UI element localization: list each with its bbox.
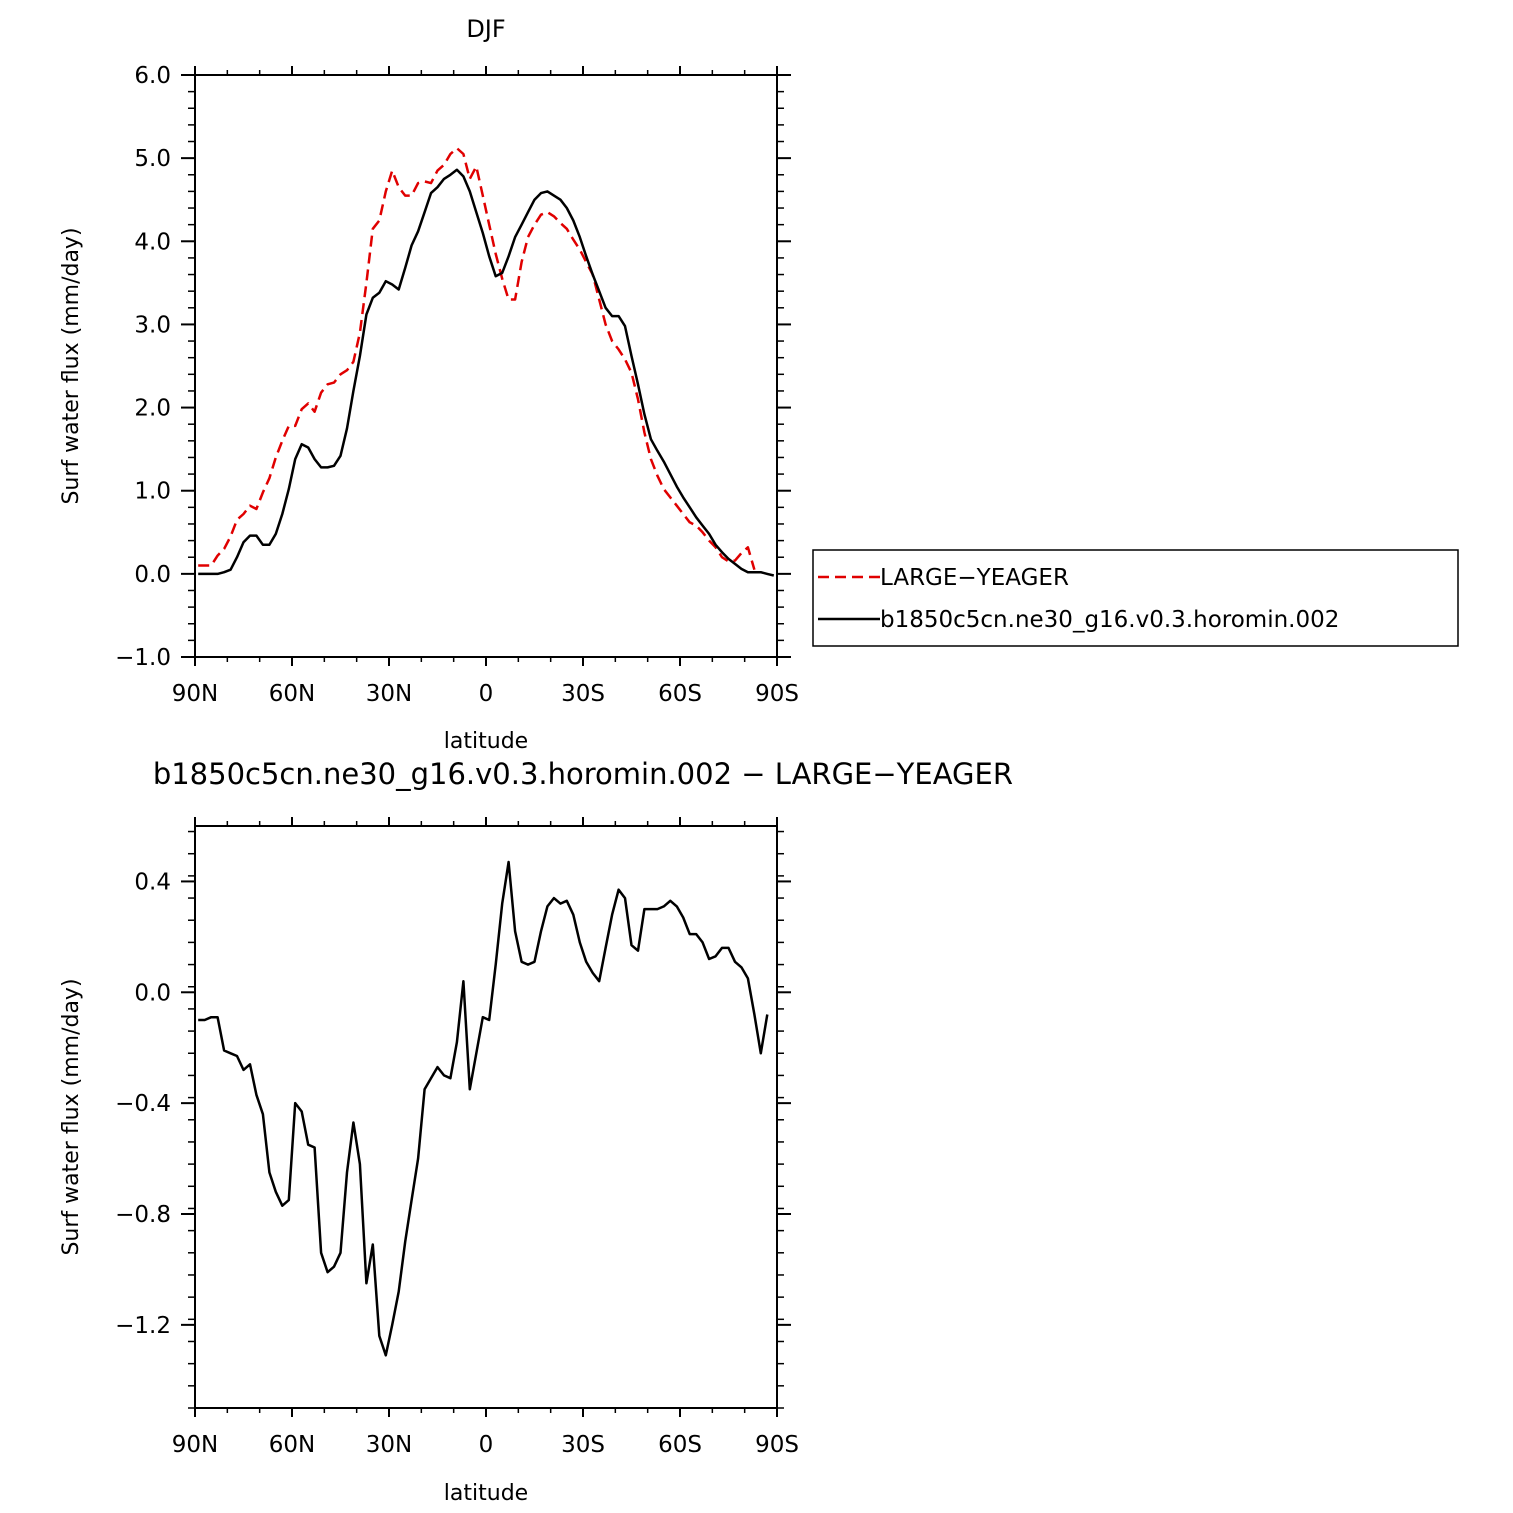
- bottom-x-tick-label: 60N: [269, 1432, 315, 1458]
- top-y-tick-label: 5.0: [134, 146, 171, 172]
- legend-label-large-yeager: LARGE−YEAGER: [880, 565, 1069, 591]
- top-x-tick-label: 90N: [172, 681, 218, 707]
- legend-frame: [812, 549, 1459, 647]
- top-x-tick-label: 0: [479, 681, 494, 707]
- top-chart-panel: DJF 90N 60N 30N 0 30S 60S 90S −1.0 0.0 1.0 2.0 3.0…: [59, 15, 799, 754]
- bottom-series-line-0: [198, 860, 769, 1357]
- bottom-chart-series: [198, 860, 769, 1357]
- top-x-tick-label: 60N: [269, 681, 315, 707]
- bottom-chart-ticks: [181, 817, 791, 1417]
- top-y-tick-label: −1.0: [115, 645, 171, 671]
- top-y-tick-label: 2.0: [134, 396, 171, 422]
- top-y-tick-label: 1.0: [134, 479, 171, 505]
- top-chart-ticks: [181, 66, 791, 666]
- bottom-y-tick-label: 0.0: [134, 980, 171, 1006]
- bottom-y-tick-label: −1.2: [115, 1313, 171, 1339]
- bottom-y-tick-label: −0.4: [115, 1091, 171, 1117]
- bottom-x-tick-label: 0: [479, 1432, 494, 1458]
- bottom-x-tick-label: 90N: [172, 1432, 218, 1458]
- top-y-tick-label: 3.0: [134, 312, 171, 338]
- bottom-x-tick-label: 30S: [561, 1432, 605, 1458]
- bottom-y-tick-label: 0.4: [134, 869, 171, 895]
- bottom-chart-panel: b1850c5cn.ne30_g16.v0.3.horomin.002 − LA…: [59, 757, 1013, 1506]
- bottom-y-tick-label: −0.8: [115, 1202, 171, 1228]
- top-x-tick-label: 30S: [561, 681, 605, 707]
- top-chart-legend: LARGE−YEAGER b1850c5cn.ne30_g16.v0.3.hor…: [812, 549, 1459, 647]
- bottom-chart-x-axis-label: latitude: [444, 1481, 528, 1506]
- bottom-x-tick-label: 30N: [366, 1432, 412, 1458]
- top-chart-x-axis-label: latitude: [444, 729, 528, 754]
- legend-label-b1850: b1850c5cn.ne30_g16.v0.3.horomin.002: [880, 607, 1339, 633]
- top-chart-x-tick-labels: 90N 60N 30N 0 30S 60S 90S: [172, 681, 799, 707]
- top-chart-title: DJF: [466, 15, 505, 43]
- top-x-tick-label: 60S: [658, 681, 702, 707]
- top-chart-series: [198, 146, 775, 577]
- bottom-chart-y-axis-label: Surf water flux (mm/day): [59, 978, 84, 1255]
- top-y-tick-label: 4.0: [134, 229, 171, 255]
- top-chart-y-axis-label: Surf water flux (mm/day): [59, 227, 84, 504]
- bottom-chart-y-tick-labels: −1.2 −0.8 −0.4 0.0 0.4: [115, 869, 171, 1338]
- bottom-chart-plot-frame: [194, 825, 778, 1409]
- bottom-chart-title: b1850c5cn.ne30_g16.v0.3.horomin.002 − LA…: [153, 757, 1013, 791]
- top-series-line-1: [198, 168, 775, 577]
- top-x-tick-label: 90S: [755, 681, 799, 707]
- top-y-tick-label: 6.0: [134, 63, 171, 89]
- top-x-tick-label: 30N: [366, 681, 412, 707]
- top-y-tick-label: 0.0: [134, 562, 171, 588]
- top-chart-plot-frame: [194, 74, 778, 658]
- bottom-chart-x-tick-labels: 90N 60N 30N 0 30S 60S 90S: [172, 1432, 799, 1458]
- bottom-x-tick-label: 60S: [658, 1432, 702, 1458]
- bottom-x-tick-label: 90S: [755, 1432, 799, 1458]
- top-chart-y-tick-labels: −1.0 0.0 1.0 2.0 3.0 4.0 5.0 6.0: [115, 63, 171, 671]
